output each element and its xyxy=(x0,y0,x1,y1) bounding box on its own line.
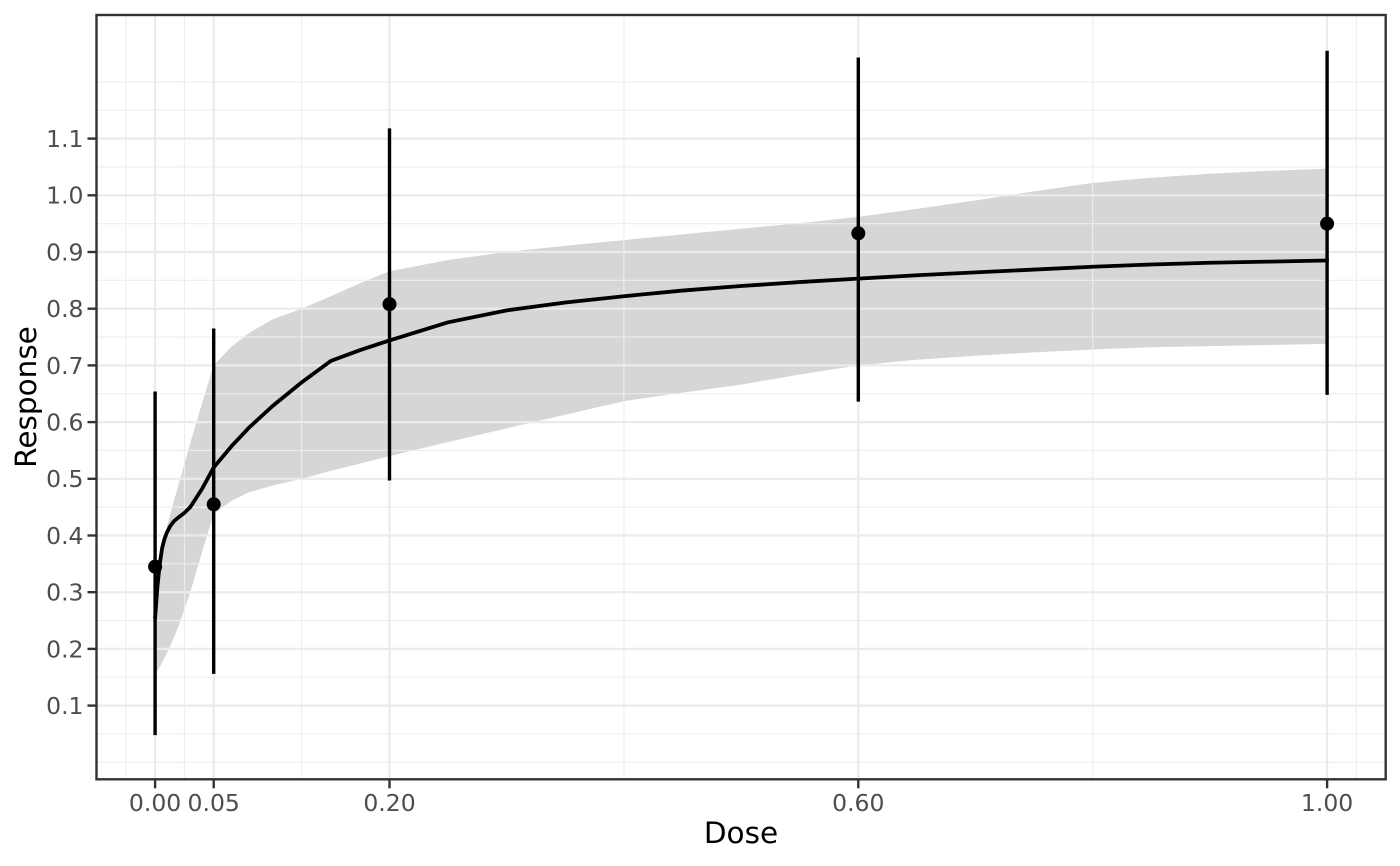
y-tick-label: 0.2 xyxy=(46,635,83,663)
fit-line xyxy=(153,258,1329,620)
y-tick-label: 0.3 xyxy=(46,579,83,607)
y-tick-label: 0.1 xyxy=(46,692,83,720)
x-axis-title: Dose xyxy=(704,816,778,850)
data-point xyxy=(1320,216,1335,231)
x-tick-label: 0.00 xyxy=(129,789,181,817)
y-tick-label: 0.9 xyxy=(46,238,83,266)
y-tick-label: 0.5 xyxy=(46,465,83,493)
panel-border xyxy=(95,13,1387,781)
data-point xyxy=(382,297,397,312)
x-tick-label: 0.60 xyxy=(832,789,884,817)
x-tick-label: 0.05 xyxy=(188,789,240,817)
confidence-ribbon xyxy=(155,168,1328,675)
y-tick-label: 1.0 xyxy=(46,182,83,210)
y-tick-label: 0.6 xyxy=(46,408,83,436)
data-point xyxy=(851,226,866,241)
y-tick-label: 0.7 xyxy=(46,352,83,380)
y-axis-title: Response xyxy=(9,326,43,468)
x-tick-label: 1.00 xyxy=(1301,789,1353,817)
y-tick-label: 0.8 xyxy=(46,295,83,323)
data-point xyxy=(206,497,221,512)
y-tick-label: 1.1 xyxy=(46,125,83,153)
x-tick-label: 0.20 xyxy=(363,789,415,817)
data-point xyxy=(148,559,163,574)
y-tick-label: 0.4 xyxy=(46,522,83,550)
